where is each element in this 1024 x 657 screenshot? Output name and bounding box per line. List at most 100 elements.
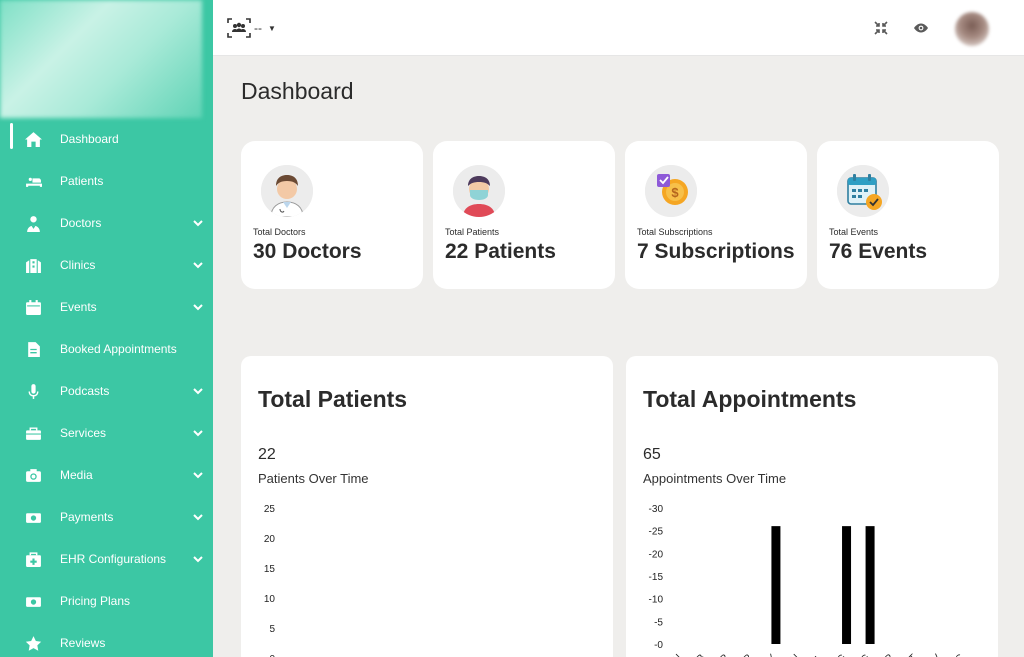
sidebar-item-label: Pricing Plans: [60, 594, 131, 608]
sidebar-item-label: Media: [60, 468, 93, 482]
svg-text:$: $: [671, 185, 679, 200]
sidebar-item-payments[interactable]: Payments: [0, 496, 213, 538]
stat-label: Total Events: [829, 227, 879, 237]
sidebar-item-label: Services: [60, 426, 107, 440]
y-tick-label: -0: [654, 640, 663, 651]
sidebar-item-podcasts[interactable]: Podcasts: [0, 370, 213, 412]
sidebar-item-label: Booked Appointments: [60, 342, 177, 356]
x-tick-label: AUG: [849, 652, 872, 657]
user-avatar[interactable]: [955, 12, 989, 46]
y-tick-label: -20: [649, 549, 664, 560]
x-tick-label: FEB: [686, 652, 708, 657]
y-tick-label: 0: [269, 654, 275, 657]
money-icon: [22, 508, 44, 526]
x-tick-label: NOV: [920, 652, 943, 657]
chevron-down-icon[interactable]: [183, 553, 213, 565]
brand-logo[interactable]: [0, 0, 202, 118]
sidebar-item-pricing-plans[interactable]: Pricing Plans: [0, 580, 213, 622]
stat-value: 22 Patients: [445, 240, 556, 263]
clinic-icon: [22, 256, 44, 274]
stat-value: 76 Events: [829, 240, 928, 263]
x-tick-label: OCT: [897, 652, 920, 657]
total-patients-panel: Total Patients 22 Patients Over Time 25 2…: [241, 356, 613, 657]
calendar-check-icon: [837, 165, 889, 217]
y-tick-label: 20: [264, 534, 276, 545]
money-icon: [22, 592, 44, 610]
x-tick-label: JAN: [663, 652, 684, 657]
doctor-avatar-icon: [261, 165, 313, 217]
bar: [865, 526, 875, 644]
topbar: -- ▼: [213, 0, 1024, 56]
sidebar-item-label: Events: [60, 300, 97, 314]
chevron-down-icon[interactable]: [183, 301, 213, 313]
chevron-down-icon[interactable]: [183, 385, 213, 397]
chevron-down-icon[interactable]: [183, 427, 213, 439]
y-tick-label: 15: [264, 564, 276, 575]
chevron-down-icon[interactable]: [183, 469, 213, 481]
x-tick-label: DEC: [944, 652, 967, 657]
panel-subtitle: Appointments Over Time: [643, 471, 787, 486]
caret-down-icon: ▼: [268, 23, 276, 33]
sidebar-item-label: Payments: [60, 510, 114, 524]
chevron-down-icon[interactable]: [183, 259, 213, 271]
sidebar-item-reviews[interactable]: Reviews: [0, 622, 213, 657]
stat-card-doctors: Total Doctors 30 Doctors: [241, 141, 423, 289]
home-icon: [22, 130, 44, 148]
sidebar-item-doctors[interactable]: Doctors: [0, 202, 213, 244]
sidebar-item-services[interactable]: Services: [0, 412, 213, 454]
microphone-icon: [22, 382, 44, 400]
organization-value: --: [254, 21, 262, 35]
y-tick-label: -30: [649, 504, 664, 515]
fullscreen-exit-icon[interactable]: [873, 20, 891, 38]
eye-icon[interactable]: [913, 20, 931, 38]
calendar-icon: [22, 298, 44, 316]
patient-mask-icon: [453, 165, 505, 217]
appointments-over-time-chart: -30 -25 -20 -15 -10 -5 -0JANFEBMARAPRMAYJUNJUL…: [649, 504, 967, 657]
stat-value: 7 Subscriptions: [637, 240, 795, 263]
total-appointments-panel: Total Appointments 65 Appointments Over …: [626, 356, 998, 657]
sidebar-item-label: Clinics: [60, 258, 96, 272]
panel-title: Total Appointments: [643, 386, 857, 412]
panel-total: 22: [258, 446, 276, 463]
page-title: Dashboard: [241, 78, 354, 104]
sidebar-item-label: EHR Configurations: [60, 552, 167, 566]
patients-over-time-chart: 25 20 15 10 5 0: [264, 504, 276, 657]
panel-total: 65: [643, 446, 661, 463]
x-tick-label: AUG: [826, 652, 849, 657]
stat-card-patients: Total Patients 22 Patients: [433, 141, 615, 289]
x-tick-label: JUN: [780, 652, 802, 657]
y-tick-label: 10: [264, 594, 276, 605]
sidebar-nav: Dashboard Patients Doctors Clinics Events Boo…: [0, 118, 213, 657]
y-tick-label: -15: [649, 572, 664, 583]
sidebar-item-ehr-configurations[interactable]: EHR Configurations: [0, 538, 213, 580]
stat-label: Total Subscriptions: [637, 227, 713, 237]
x-tick-label: JUL: [805, 652, 826, 657]
briefcase-icon: [22, 424, 44, 442]
bed-icon: [22, 172, 44, 190]
sidebar-item-booked-appointments[interactable]: Booked Appointments: [0, 328, 213, 370]
y-tick-label: -5: [654, 617, 663, 628]
y-tick-label: 5: [269, 624, 275, 635]
sidebar-item-patients[interactable]: Patients: [0, 160, 213, 202]
medkit-icon: [22, 550, 44, 568]
doctor-icon: [22, 214, 44, 232]
sidebar-item-media[interactable]: Media: [0, 454, 213, 496]
organization-switcher[interactable]: -- ▼: [227, 18, 276, 38]
y-tick-label: 25: [264, 504, 276, 515]
x-tick-label: MAR: [707, 652, 731, 657]
team-icon: [227, 18, 251, 38]
file-icon: [22, 340, 44, 358]
sidebar-item-dashboard[interactable]: Dashboard: [0, 118, 213, 160]
sidebar-item-label: Podcasts: [60, 384, 110, 398]
panel-subtitle: Patients Over Time: [258, 471, 369, 486]
chevron-down-icon[interactable]: [183, 511, 213, 523]
x-tick-label: SEP: [874, 652, 896, 657]
bar: [842, 526, 852, 644]
sidebar-item-clinics[interactable]: Clinics: [0, 244, 213, 286]
stat-label: Total Doctors: [253, 227, 306, 237]
stat-label: Total Patients: [445, 227, 500, 237]
sidebar-item-label: Patients: [60, 174, 104, 188]
sidebar-item-label: Dashboard: [60, 132, 119, 146]
chevron-down-icon[interactable]: [183, 217, 213, 229]
sidebar-item-events[interactable]: Events: [0, 286, 213, 328]
